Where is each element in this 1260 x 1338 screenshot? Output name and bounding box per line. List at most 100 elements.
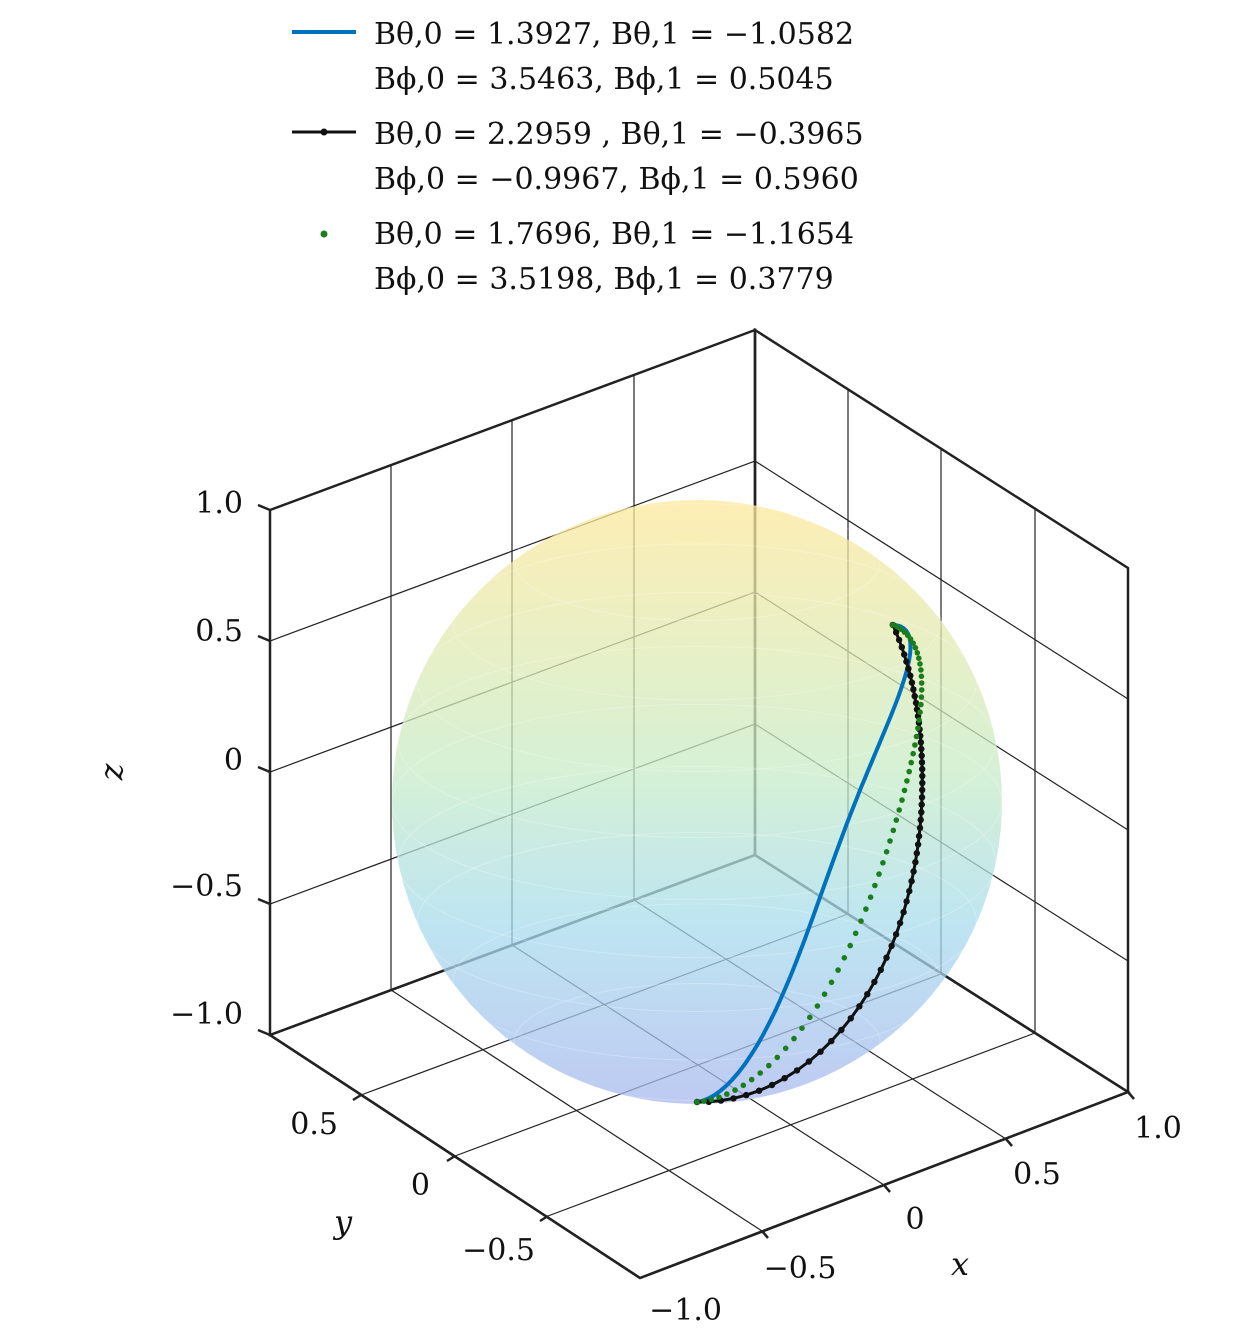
legend-label-1-line2: Bϕ,0 = 3.5463, Bϕ,1 = 0.5045	[374, 62, 834, 97]
series-2-point	[888, 942, 895, 950]
series-3-point	[918, 694, 925, 700]
series-3-point	[916, 655, 922, 661]
grid-line	[547, 1032, 1036, 1217]
series-2-point	[918, 745, 925, 753]
series-2-point	[743, 1091, 750, 1099]
series-3-point	[901, 787, 908, 794]
z-tick-label: −1.0	[170, 997, 243, 1032]
series-2-point	[838, 1026, 845, 1034]
series-2-point	[907, 672, 914, 679]
series-2-point	[919, 779, 926, 787]
series-2-point	[883, 954, 890, 961]
series-3-point	[858, 918, 864, 924]
series-2-point	[903, 658, 910, 665]
x-tick-label: 0.5	[1013, 1157, 1061, 1192]
legend: Bθ,0 = 1.3927, Bθ,1 = −1.0582 Bϕ,0 = 3.5…	[292, 17, 864, 297]
series-2-point	[918, 809, 925, 816]
series-3-point	[814, 1003, 821, 1009]
series-3-point	[887, 838, 893, 844]
series-3-point	[774, 1054, 781, 1061]
series-2-point	[918, 801, 925, 808]
series-3-point	[880, 860, 886, 866]
series-2-point	[898, 644, 905, 651]
series-2-point	[896, 919, 904, 927]
z-tick-mark	[257, 897, 271, 906]
series-2-point	[919, 772, 926, 780]
x-tick-mark	[1005, 1138, 1013, 1147]
y-axis-label: y	[332, 1203, 353, 1241]
y-tick-mark	[352, 1093, 362, 1102]
series-3-point	[716, 1094, 722, 1100]
sphere-mesh	[391, 502, 1003, 1102]
series-3-point	[740, 1082, 747, 1089]
legend-label-3-line1: Bθ,0 = 1.7696, Bθ,1 = −1.1654	[374, 217, 854, 252]
y-tick-mark	[446, 1154, 456, 1163]
series-3-point	[914, 650, 921, 656]
z-tick-mark	[257, 634, 271, 643]
series-3-point	[732, 1087, 738, 1093]
series-2-point	[901, 651, 908, 658]
sphere-mesh-line	[513, 502, 881, 622]
series-3-point	[912, 742, 918, 748]
series-2-point	[917, 739, 925, 746]
series-3-point	[907, 636, 914, 642]
series-2-point	[856, 1003, 863, 1010]
series-2-point	[915, 832, 923, 840]
series-3-point	[807, 1014, 813, 1021]
series-3-point	[821, 991, 828, 997]
x-axis-label: x	[951, 1245, 969, 1283]
series-2-point	[914, 841, 922, 848]
series-2-point	[918, 759, 926, 766]
series-3-point	[917, 661, 923, 667]
z-axis: 1.0 0.5 0 −0.5 −1.0 z	[98, 486, 271, 1037]
series-2-point	[911, 693, 918, 700]
series-3-point	[863, 906, 869, 912]
series-3-point	[841, 955, 848, 961]
sphere-group	[391, 500, 1003, 1104]
series-2-point	[919, 786, 926, 794]
y-tick-label: 0	[411, 1168, 430, 1203]
series-2-point	[913, 850, 920, 857]
legend-label-2-line2: Bϕ,0 = −0.9967, Bϕ,1 = 0.5960	[374, 162, 859, 197]
z-tick-label: 1.0	[195, 486, 243, 521]
series-3-point	[748, 1076, 755, 1083]
series-2-point	[917, 816, 924, 824]
series-2-point	[906, 887, 913, 895]
sphere-mesh-line	[452, 903, 942, 1061]
y-axis: 0.5 0 −0.5 −1.0 y	[269, 1033, 722, 1328]
series-1-line	[696, 622, 913, 1104]
sphere-mesh-line	[416, 592, 978, 772]
series-2-point	[910, 868, 917, 875]
legend-label-2-line1: Bθ,0 = 2.2959 , Bθ,1 = −0.3965	[374, 117, 864, 152]
x-tick-mark	[761, 1230, 769, 1239]
series-3-point	[701, 1098, 707, 1104]
series-3-point	[828, 979, 835, 986]
series-2-point	[918, 794, 926, 801]
series-3-point	[918, 667, 924, 673]
series-2-point	[871, 978, 878, 986]
z-tick-mark	[257, 1028, 271, 1037]
series-2-point	[908, 878, 915, 885]
legend-entry-3: Bθ,0 = 1.7696, Bθ,1 = −1.1654 Bϕ,0 = 3.5…	[320, 217, 854, 297]
series-3-point	[694, 1099, 700, 1105]
legend-swatch-3-marker	[320, 230, 328, 238]
series-2-point	[916, 824, 924, 832]
legend-swatch-2-marker	[320, 128, 328, 136]
series-3-point	[876, 871, 882, 877]
z-tick-label: −0.5	[170, 869, 243, 904]
series-3-point	[910, 640, 916, 646]
series-2-point	[805, 1058, 813, 1065]
x-axis: −0.5 0 0.5 1.0 x	[639, 1090, 1182, 1286]
trajectories	[693, 621, 926, 1106]
series-3-point	[852, 930, 859, 937]
x-tick-mark	[883, 1184, 891, 1193]
series-2-point	[892, 931, 900, 938]
series-2-point	[877, 966, 884, 973]
series-3-point	[799, 1025, 805, 1031]
legend-label-3-line2: Bϕ,0 = 3.5198, Bϕ,1 = 0.3779	[374, 262, 834, 297]
series-2-point	[828, 1037, 835, 1045]
x-tick-label: −0.5	[764, 1251, 837, 1286]
series-2-point	[864, 991, 871, 998]
sphere-mesh-line	[397, 645, 997, 839]
z-axis-label: z	[98, 763, 136, 782]
